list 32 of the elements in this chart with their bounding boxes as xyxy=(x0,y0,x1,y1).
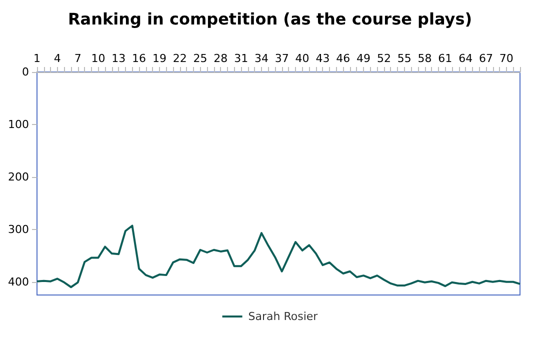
x-tick-label: 37 xyxy=(274,52,289,65)
x-tick-label: 7 xyxy=(74,52,82,65)
x-tick-label: 43 xyxy=(316,52,330,65)
x-tick-label: 52 xyxy=(376,52,391,65)
x-tick-label: 10 xyxy=(91,52,106,65)
chart-title: Ranking in competition (as the course plays) xyxy=(68,10,472,28)
x-tick-label: 22 xyxy=(172,52,187,65)
x-tick-label: 16 xyxy=(132,52,146,65)
x-tick-label: 1 xyxy=(34,52,40,65)
x-tick-label: 34 xyxy=(254,52,268,65)
y-tick-label: 0 xyxy=(22,66,29,78)
x-tick-label: 25 xyxy=(193,52,208,65)
x-tick-label: 4 xyxy=(54,52,61,65)
x-tick-label: 55 xyxy=(397,52,412,65)
x-tick-label: 61 xyxy=(438,52,452,65)
x-tick-label: 28 xyxy=(214,52,228,65)
x-tick-label: 19 xyxy=(152,52,166,65)
x-tick-label: 13 xyxy=(112,52,126,65)
x-tick-label: 40 xyxy=(295,52,310,65)
y-tick-label: 100 xyxy=(8,118,29,131)
x-tick-label: 49 xyxy=(356,52,371,65)
x-tick-label: 58 xyxy=(418,52,432,65)
legend-label: Sarah Rosier xyxy=(248,310,318,323)
y-tick-label: 400 xyxy=(8,275,29,288)
y-tick-label: 300 xyxy=(8,222,29,236)
x-tick-label: 70 xyxy=(499,52,514,65)
x-tick-label: 46 xyxy=(336,52,350,65)
y-tick-label: 200 xyxy=(8,170,29,184)
x-tick-label: 64 xyxy=(458,52,473,65)
line-series xyxy=(36,224,521,288)
x-tick-label: 31 xyxy=(234,52,248,65)
x-tick-label: 67 xyxy=(478,52,493,65)
